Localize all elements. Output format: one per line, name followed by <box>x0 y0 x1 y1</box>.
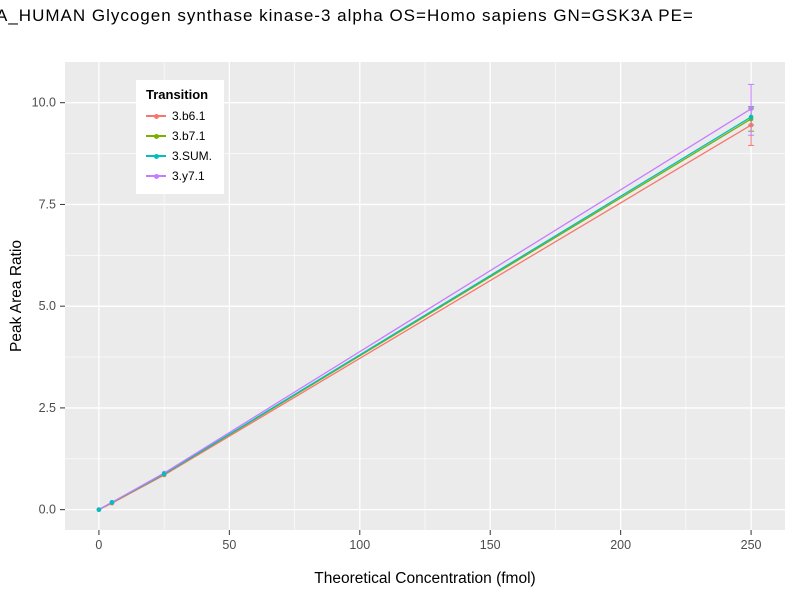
series-point <box>96 507 102 512</box>
legend-entry-label: 3.y7.1 <box>172 169 205 183</box>
legend-entry: 3.y7.1 <box>146 166 212 186</box>
y-axis-label: Peak Area Ratio <box>8 239 25 353</box>
legend-entry-label: 3.SUM. <box>172 149 213 163</box>
x-tick-label: 100 <box>349 538 370 552</box>
x-tick-label: 150 <box>480 538 501 552</box>
x-tick-label: 250 <box>741 538 762 552</box>
legend-key-line-point-icon <box>146 129 166 143</box>
x-axis-label: Theoretical Concentration (fmol) <box>314 570 536 587</box>
legend-key-line-point-icon <box>146 149 166 163</box>
legend-entry: 3.SUM. <box>146 146 212 166</box>
legend-entry: 3.b7.1 <box>146 126 212 146</box>
chart-title: A_HUMAN Glycogen synthase kinase-3 alpha… <box>0 6 694 25</box>
series-point <box>748 114 754 120</box>
legend-title: Transition <box>146 87 209 102</box>
x-tick-label: 0 <box>95 538 102 552</box>
y-tick-label: 0.0 <box>39 503 56 517</box>
y-tick-label: 5.0 <box>39 299 56 313</box>
series-line <box>98 108 752 511</box>
legend-entry-label: 3.b6.1 <box>172 109 206 123</box>
series-point <box>748 106 754 112</box>
legend-key-line-point-icon <box>146 169 166 183</box>
legend-entry-label: 3.b7.1 <box>172 129 206 143</box>
series-point <box>161 471 167 477</box>
series-point <box>748 122 754 128</box>
y-tick-label: 10.0 <box>32 96 56 110</box>
legend-key-line-point-icon <box>146 109 166 123</box>
y-tick-label: 2.5 <box>39 401 56 415</box>
x-tick-label: 200 <box>610 538 631 552</box>
legend: Transition 3.b6.1 3.b7.1 3.SUM. 3.y7.1 <box>136 80 225 194</box>
x-tick-label: 50 <box>222 538 236 552</box>
legend-entry: 3.b6.1 <box>146 106 212 126</box>
y-tick-label: 7.5 <box>39 197 56 211</box>
series-point <box>109 500 115 505</box>
